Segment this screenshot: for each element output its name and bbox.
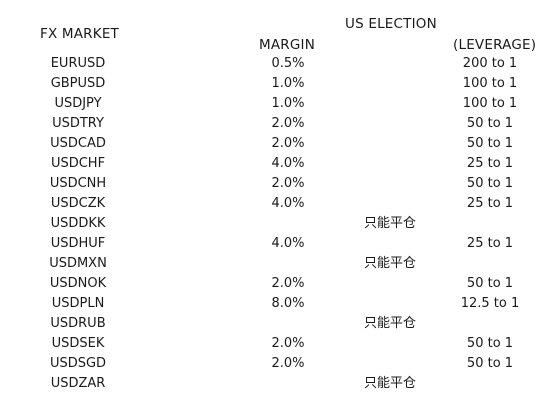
margin-cell: 8.0% [271,296,305,311]
symbol-cell: USDCNH [49,176,107,191]
margin-cell: 0.5% [271,56,305,71]
symbol-cell: USDMXN [49,256,107,271]
table-row: USDRUB 只能平仓 [0,314,558,334]
leverage-cell: 50 to 1 [466,336,514,351]
margin-cell: 4.0% [271,196,305,211]
symbol-cell: USDDKK [50,216,106,231]
table-row: USDCNH 2.0% 50 to 1 [0,174,558,194]
us-election-header: US ELECTION [345,16,437,32]
margin-cell: 2.0% [271,336,305,351]
fx-market-header: FX MARKET [40,26,119,42]
symbol-cell: USDCAD [50,136,106,151]
margin-cell: 2.0% [271,116,305,131]
table-row: USDZAR 只能平仓 [0,374,558,394]
symbol-cell: USDSGD [49,356,107,371]
symbol-cell: EURUSD [50,56,106,71]
leverage-cell: 25 to 1 [466,196,514,211]
symbol-cell: USDTRY [52,116,104,131]
margin-table: EURUSD 0.5% 200 to 1 GBPUSD 1.0% 100 to 1 USDJ… [0,54,558,394]
margin-cell: 2.0% [271,356,305,371]
table-row: EURUSD 0.5% 200 to 1 [0,54,558,74]
table-row: USDPLN 8.0% 12.5 to 1 [0,294,558,314]
symbol-cell: USDJPY [54,96,102,111]
table-row: USDCHF 4.0% 25 to 1 [0,154,558,174]
table-row: USDNOK 2.0% 50 to 1 [0,274,558,294]
close-only-note: 只能平仓 [363,376,416,391]
margin-header: MARGIN [259,37,316,53]
symbol-cell: USDSEK [51,336,105,351]
margin-cell: 1.0% [271,76,305,91]
symbol-cell: USDZAR [50,376,106,391]
symbol-cell: USDPLN [51,296,105,311]
table-row: USDCAD 2.0% 50 to 1 [0,134,558,154]
table-row: GBPUSD 1.0% 100 to 1 [0,74,558,94]
symbol-cell: USDCZK [50,196,106,211]
margin-cell: 4.0% [271,236,305,251]
table-row: USDJPY 1.0% 100 to 1 [0,94,558,114]
leverage-cell: 50 to 1 [466,116,514,131]
margin-cell: 2.0% [271,276,305,291]
leverage-cell: 25 to 1 [466,236,514,251]
margin-cell: 2.0% [271,136,305,151]
table-row: USDCZK 4.0% 25 to 1 [0,194,558,214]
symbol-cell: GBPUSD [50,76,106,91]
margin-cell: 1.0% [271,96,305,111]
table-row: USDMXN 只能平仓 [0,254,558,274]
table-row: USDDKK 只能平仓 [0,214,558,234]
close-only-note: 只能平仓 [363,256,416,271]
close-only-note: 只能平仓 [363,316,416,331]
table-row: USDTRY 2.0% 50 to 1 [0,114,558,134]
leverage-cell: 200 to 1 [462,56,518,71]
leverage-header: (LEVERAGE) [453,37,537,53]
symbol-cell: USDRUB [50,316,106,331]
table-row: USDSEK 2.0% 50 to 1 [0,334,558,354]
leverage-cell: 100 to 1 [462,96,518,111]
close-only-note: 只能平仓 [363,216,416,231]
leverage-cell: 50 to 1 [466,176,514,191]
leverage-cell: 50 to 1 [466,356,514,371]
leverage-cell: 100 to 1 [462,76,518,91]
table-row: USDSGD 2.0% 50 to 1 [0,354,558,374]
leverage-cell: 12.5 to 1 [460,296,520,311]
symbol-cell: USDCHF [50,156,106,171]
leverage-cell: 25 to 1 [466,156,514,171]
symbol-cell: USDHUF [50,236,106,251]
symbol-cell: USDNOK [49,276,107,291]
table-row: USDHUF 4.0% 25 to 1 [0,234,558,254]
margin-cell: 4.0% [271,156,305,171]
leverage-cell: 50 to 1 [466,136,514,151]
margin-cell: 2.0% [271,176,305,191]
leverage-cell: 50 to 1 [466,276,514,291]
